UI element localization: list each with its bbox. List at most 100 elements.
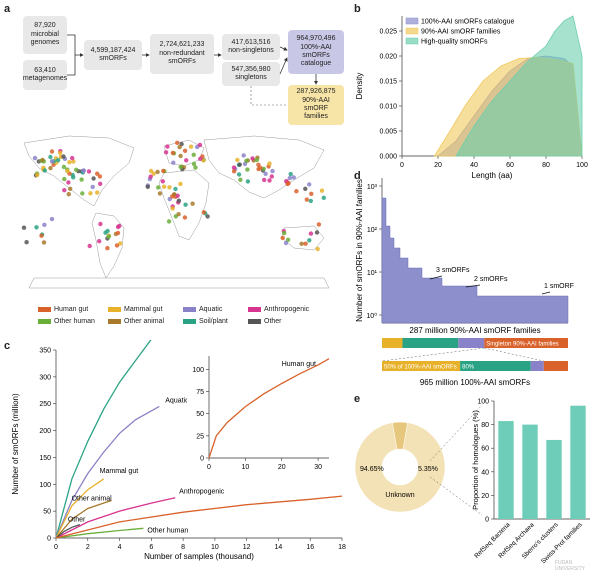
x-tick-label: 60 (506, 162, 514, 169)
bottom-label: 965 million 100%-AAI smORFs (420, 378, 530, 387)
sample-dot (145, 184, 150, 189)
y-tick-label: 0 (485, 517, 489, 524)
bar-families-segment (382, 338, 403, 348)
legend-soil-plant: Soil/plant (183, 318, 228, 325)
sample-dot (175, 140, 180, 145)
sample-dot (201, 158, 206, 163)
x-tick-label: 40 (470, 162, 478, 169)
sample-dot (250, 156, 255, 161)
sample-dot (148, 174, 153, 179)
sample-dot (39, 233, 44, 238)
bar (546, 439, 562, 519)
legend-swatch (183, 319, 196, 324)
inset-line (208, 358, 330, 459)
sample-dot (241, 153, 246, 158)
x-tick-label: 12 (243, 544, 251, 551)
sample-dot (57, 150, 63, 155)
legend-swatch (108, 307, 121, 312)
sample-dot (114, 243, 120, 248)
x-tick-label: 80 (542, 162, 550, 169)
sample-dot (258, 165, 263, 170)
x-tick-label: 100 (576, 162, 588, 169)
sample-dot (156, 185, 161, 190)
bar-catalogue-segment (530, 361, 544, 371)
sample-dot (66, 192, 71, 197)
bar (498, 421, 514, 519)
sample-dot (236, 172, 242, 177)
sample-dot (283, 240, 289, 246)
sample-dot (178, 153, 183, 159)
sample-dot (90, 184, 95, 190)
sample-dot (88, 191, 93, 196)
panel-label-b: b (354, 3, 361, 15)
y-tick-label: 0.015 (379, 79, 397, 86)
sample-dot (182, 215, 188, 220)
sample-dot (81, 168, 86, 173)
y-tick-label: 250 (39, 401, 51, 408)
sample-dot (198, 156, 203, 161)
sample-dot (315, 246, 320, 252)
inset-y-tick-label: 25 (196, 433, 204, 440)
sample-dot (98, 221, 103, 227)
sample-dot (285, 237, 291, 242)
bar-catalogue-segment (460, 361, 531, 371)
sample-dot (173, 186, 178, 192)
sample-dot (148, 168, 154, 174)
y-axis-label: Density (355, 73, 364, 100)
bar (570, 405, 586, 519)
sample-dot (282, 230, 287, 236)
sample-dot (254, 157, 259, 163)
sample-dot (316, 222, 322, 227)
inset-x-tick-label: 0 (207, 464, 211, 471)
y-tick-label: 0 (47, 536, 51, 543)
sample-dot (287, 175, 292, 181)
sample-dot (299, 241, 304, 246)
sample-dot (303, 186, 308, 191)
legend-label: 90%-AAI smORF families (421, 29, 501, 36)
y-tick-label: 20 (481, 493, 489, 500)
sample-dot (231, 165, 237, 170)
sample-dot (71, 175, 76, 180)
sample-dot (70, 155, 75, 161)
series-line (55, 523, 81, 539)
x-tick-label: 16 (306, 544, 314, 551)
series-line (55, 499, 112, 539)
sample-dot (267, 161, 272, 166)
flow-box-nonsingletons: 417,613,516 non-singletons (222, 34, 280, 60)
flow-box-smorfs: 4,599,187,424 smORFs (84, 40, 142, 70)
y-tick-label: 0.000 (379, 154, 397, 161)
bar-families-segment (402, 338, 459, 348)
x-tick-label: 14 (275, 544, 283, 551)
y-tick-label: 0.020 (379, 54, 397, 61)
flow-box-microbial-genomes: 87,920 microbial genomes (23, 16, 67, 54)
inset-y-tick-label: 100 (192, 367, 204, 374)
sample-dot (163, 150, 169, 155)
panel-label-e: e (354, 393, 361, 405)
inset-y-tick-label: 0 (200, 456, 204, 463)
x-tick-label: 20 (434, 162, 442, 169)
sample-dot (244, 158, 249, 163)
panel-label-a: a (4, 3, 11, 15)
panel-label-c: c (4, 340, 11, 352)
sample-dot (118, 241, 123, 246)
sample-dot (32, 155, 38, 161)
y-tick-label: 80 (481, 422, 489, 429)
sample-dot (193, 165, 198, 170)
legend-anthropogenic: Anthropogenic (248, 306, 309, 313)
series-label: Other (68, 517, 86, 524)
y-tick-label: 100 (477, 399, 489, 406)
x-axis-label: 287 million 90%-AAI smORF families (409, 326, 540, 335)
watermark: FUDAN UNIVERSITY (555, 560, 586, 572)
legend-swatch (38, 319, 51, 324)
legend-swatch (108, 319, 121, 324)
series-label: Other animal (72, 495, 113, 502)
sample-dot (106, 234, 112, 239)
sample-dot (288, 171, 293, 177)
y-tick-label: 150 (39, 455, 51, 462)
series-label: Mammal gut (100, 468, 139, 475)
flow-box-families: 287,926,875 90%-AAI smORF families (288, 85, 344, 125)
sample-dot (97, 239, 102, 244)
legend-other-animal: Other animal (108, 318, 164, 325)
sample-dot (205, 214, 210, 219)
sample-dot (191, 152, 196, 157)
